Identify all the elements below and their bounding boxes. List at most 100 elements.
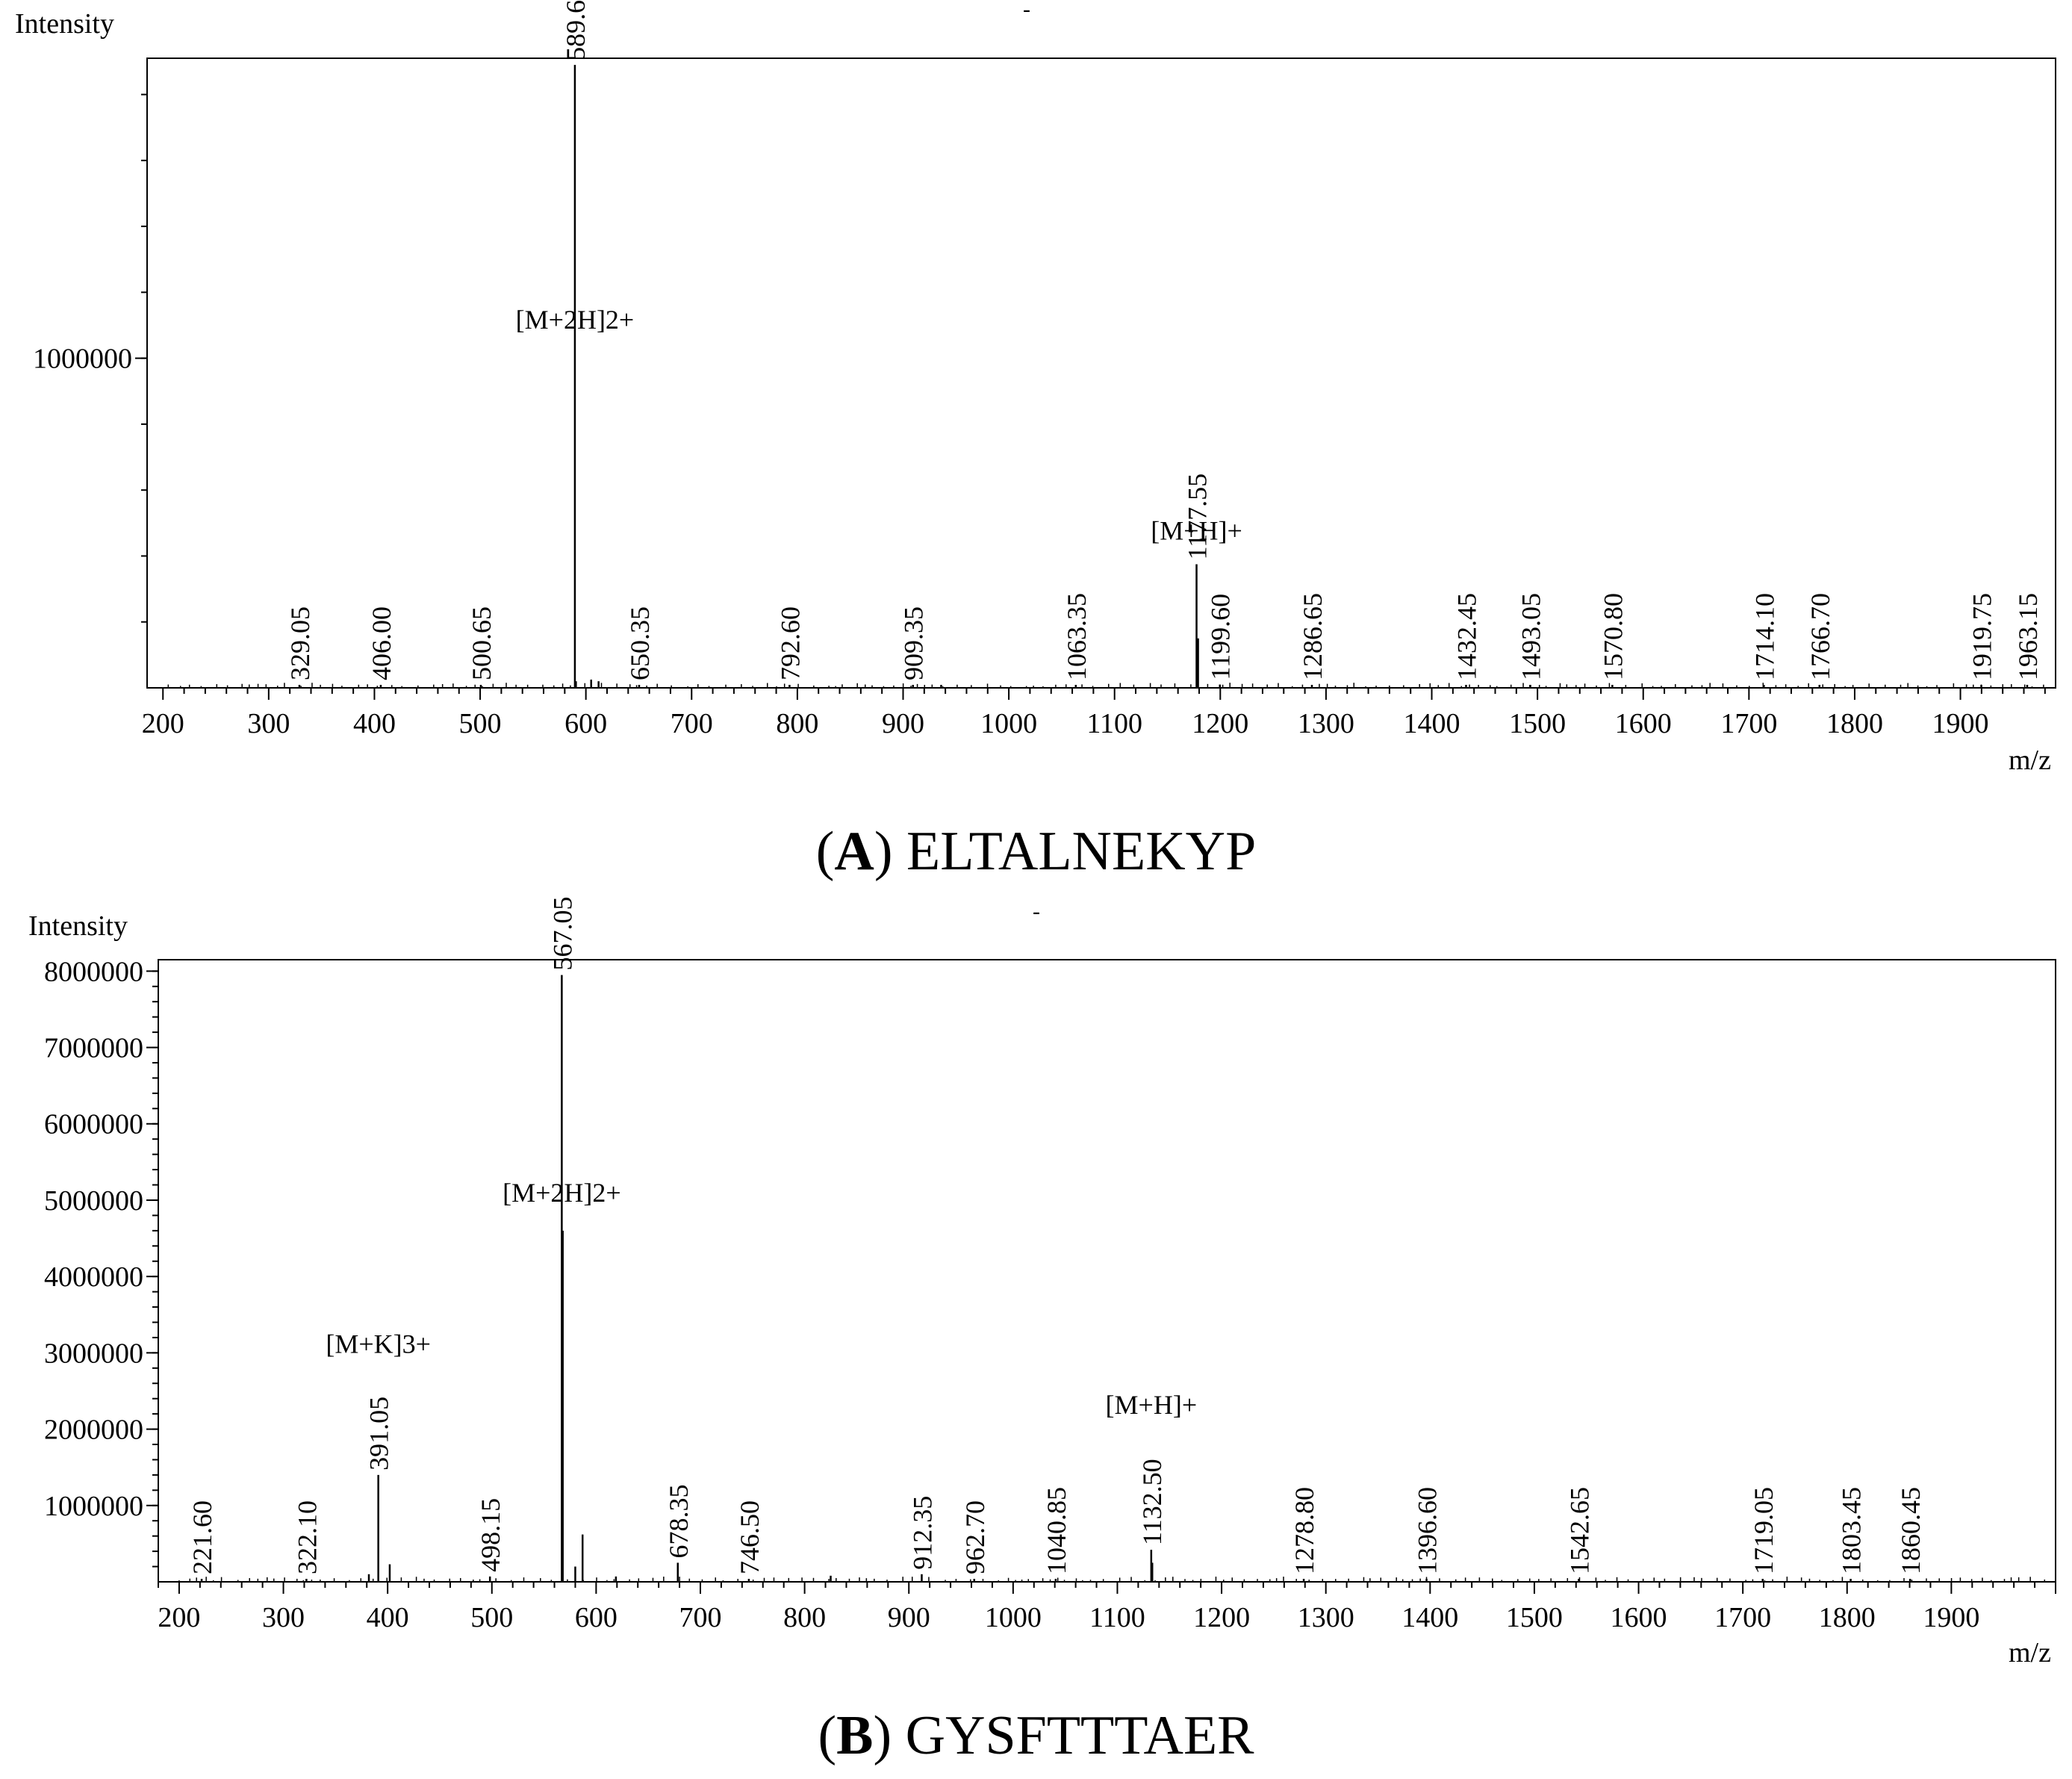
y-axis-label: Intensity [28,910,128,942]
x-tick-label: 1700 [1720,708,1777,739]
peak-label-650.35: 650.35 [625,606,655,680]
x-tick-label: 600 [575,1602,617,1633]
peak-label-1963.15: 1963.15 [2013,593,2043,680]
x-tick-label: 1000 [985,1602,1042,1633]
panel-a-caption-text: ELTALNEKYP [906,821,1257,882]
y-tick-label: 4000000 [44,1261,143,1293]
x-tick-label: 1100 [1089,1602,1145,1633]
peak-label-498.15: 498.15 [476,1498,505,1572]
y-tick-label: 6000000 [44,1109,143,1140]
x-tick-label: 1300 [1298,708,1354,739]
peak-label-1286.65: 1286.65 [1298,593,1328,680]
peak-label-1860.45: 1860.45 [1896,1487,1926,1574]
x-tick-label: 1900 [1923,1602,1979,1633]
peak-label-792.60: 792.60 [775,606,805,680]
x-tick-label: 1800 [1826,708,1883,739]
x-tick-label: 1100 [1086,708,1142,739]
peak-label-1719.05: 1719.05 [1749,1487,1779,1574]
x-tick-label: 200 [142,708,184,739]
panel-a-chart: Intensity - m/z 200 300 400 500 600 700 800 900 100… [15,0,2056,776]
x-tick-label: 600 [564,708,607,739]
peak-label-912.35: 912.35 [907,1496,937,1570]
peak-label-391.05: 391.05 [364,1397,394,1471]
peak-label-1199.60: 1199.60 [1206,594,1236,680]
peak-label-1766.70: 1766.70 [1805,593,1835,680]
x-tick-label: 400 [353,708,396,739]
peak-label-1063.35: 1063.35 [1062,593,1092,680]
x-tick-label: 1200 [1193,1602,1250,1633]
peak-label-746.50: 746.50 [735,1500,765,1574]
peak-label-1919.75: 1919.75 [1967,593,1997,680]
panel-a-caption-letter: A [834,821,874,882]
peak-label-962.70: 962.70 [960,1500,990,1574]
peak-label-1040.85: 1040.85 [1042,1487,1071,1574]
x-tick-label: 1800 [1819,1602,1876,1633]
x-tick-label: 500 [470,1602,513,1633]
peak-label-678.35: 678.35 [664,1484,694,1558]
ion-annotation-0: [M+2H]2+ [503,1178,621,1208]
x-tick-label: 800 [776,708,818,739]
peak-label-1177.55: 1177.55 [1183,474,1213,560]
ion-annotation-1: [M+H]+ [1151,515,1242,545]
x-tick-label: 400 [367,1602,409,1633]
panel-b-chart: Intensity - m/z 200 300 400 500 600 700 800 900 100… [28,896,2056,1668]
x-tick-label: 500 [459,708,502,739]
peak-label-1803.45: 1803.45 [1837,1487,1867,1574]
peak-label-406.00: 406.00 [367,606,396,680]
y-tick-label: 1000000 [33,344,132,375]
peak-label-1396.60: 1396.60 [1413,1487,1443,1574]
peak-label-589.60: 589.60 [561,0,591,60]
panel-b-caption-text: GYSFTTTAER [905,1705,1254,1766]
x-tick-label: 700 [679,1602,722,1633]
y-tick-label: 7000000 [44,1033,143,1064]
x-tick-label: 900 [888,1602,930,1633]
x-tick-label: 800 [783,1602,826,1633]
x-tick-label: 1200 [1192,708,1248,739]
x-tick-label: 1900 [1932,708,1989,739]
peak-label-1570.80: 1570.80 [1598,593,1628,680]
x-axis-label: m/z [2009,745,2051,776]
x-axis-label: m/z [2009,1637,2051,1668]
peak-label-500.65: 500.65 [467,606,497,680]
top-dash-mark: - [1033,899,1040,924]
peak-label-329.05: 329.05 [285,606,315,680]
peak-label-1714.10: 1714.10 [1749,593,1779,680]
x-tick-label: 1600 [1615,708,1672,739]
x-tick-label: 900 [882,708,924,739]
plot-frame [158,959,2056,1583]
y-tick-label: 8000000 [44,956,143,987]
peak-label-1493.05: 1493.05 [1516,593,1546,680]
x-tick-label: 200 [158,1602,200,1633]
peak-label-322.10: 322.10 [292,1500,322,1574]
panel-b-caption-letter: B [836,1705,874,1766]
ion-annotation-1: [M+K]3+ [326,1329,431,1359]
x-tick-label: 1400 [1401,1602,1458,1633]
y-tick-label: 2000000 [44,1415,143,1446]
ion-annotation-0: [M+2H]2+ [516,305,635,335]
peak-label-1278.80: 1278.80 [1289,1487,1319,1574]
peak-label-221.60: 221.60 [187,1500,217,1574]
peak-label-1132.50: 1132.50 [1137,1459,1167,1545]
peak-label-909.35: 909.35 [899,606,929,680]
x-tick-label: 300 [247,708,290,739]
top-dash-mark: - [1023,0,1030,22]
x-tick-label: 1600 [1611,1602,1667,1633]
x-tick-label: 1700 [1714,1602,1771,1633]
x-tick-label: 1000 [980,708,1037,739]
peak-label-567.05: 567.05 [547,896,577,970]
y-axis-label: Intensity [15,8,114,40]
x-tick-label: 1300 [1298,1602,1354,1633]
peak-label-1432.45: 1432.45 [1452,593,1481,680]
y-tick-label: 1000000 [44,1491,143,1522]
ion-annotation-2: [M+H]+ [1106,1390,1198,1420]
plot-frame [146,58,2056,689]
x-tick-label: 1400 [1404,708,1460,739]
y-tick-label: 5000000 [44,1185,143,1217]
x-tick-label: 1500 [1509,708,1566,739]
x-tick-label: 1500 [1506,1602,1563,1633]
x-tick-label: 700 [671,708,713,739]
peak-label-1542.65: 1542.65 [1564,1487,1594,1574]
panel-a-caption: (A) ELTALNEKYP [815,821,1257,882]
panel-b-caption: (B) GYSFTTTAER [818,1705,1254,1766]
